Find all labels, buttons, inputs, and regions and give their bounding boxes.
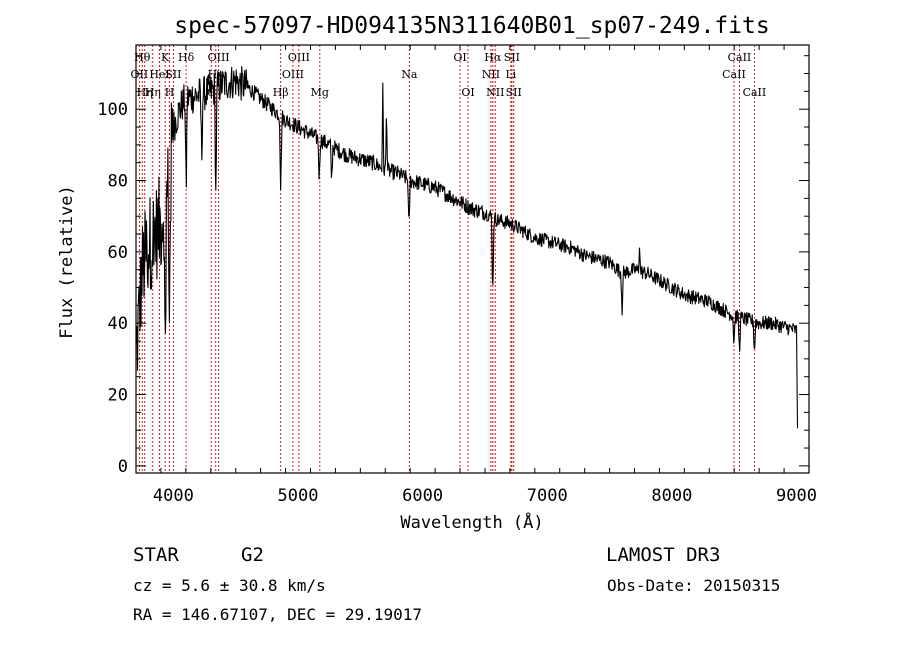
spectral-line-label: Hη xyxy=(137,86,153,99)
spectral-line-label: G xyxy=(207,86,216,99)
spectral-line-label: SII xyxy=(506,86,522,99)
spectral-line-label: Hβ xyxy=(273,86,289,99)
x-tick-label: 7000 xyxy=(527,486,568,506)
spectral-line-label: OI xyxy=(453,51,466,64)
x-tick-label: 8000 xyxy=(651,486,692,506)
x-tick-label: 4000 xyxy=(153,486,194,506)
spectral-line-label: Li xyxy=(505,68,516,81)
spectral-line-label: Mg xyxy=(311,86,329,99)
spectral-line-label: OIII xyxy=(288,51,310,64)
spectral-line-label: OI xyxy=(461,86,474,99)
y-tick-label: 20 xyxy=(108,386,128,406)
spectral-line-label: Hδ xyxy=(178,51,195,64)
spectral-line-label: K xyxy=(161,51,170,64)
coordinates-text: RA = 146.67107, DEC = 29.19017 xyxy=(133,605,422,624)
y-tick-label: 80 xyxy=(108,172,128,192)
plot-frame xyxy=(135,44,810,474)
spectral-line-label: OIII xyxy=(282,68,304,81)
x-tick-label: 6000 xyxy=(402,486,443,506)
y-tick-label: 100 xyxy=(97,100,128,120)
spectral-line-label: Hθ xyxy=(134,51,151,64)
spectral-line-label: Hη xyxy=(145,86,161,99)
spectral-line-label: CaII xyxy=(728,51,752,64)
redshift-text: cz = 5.6 ± 30.8 km/s xyxy=(133,576,326,595)
x-axis-label: Wavelength (Å) xyxy=(400,511,543,533)
spectral-line-label: CaII xyxy=(743,86,767,99)
spectral-line-label: Hα xyxy=(484,51,502,64)
x-axis-ticks: 4000 5000 6000 7000 8000 9000 xyxy=(135,45,817,506)
spectrum-line xyxy=(135,66,799,429)
spectral-line-label: NII xyxy=(486,86,504,99)
y-axis-ticks: 0 20 40 60 80 100 xyxy=(97,55,809,477)
obs-date-text: Obs-Date: 20150315 xyxy=(607,576,780,595)
x-tick-label: 9000 xyxy=(776,486,817,506)
spectral-line-label: NII xyxy=(482,68,500,81)
spectral-line-label: H xyxy=(165,86,175,99)
x-tick-label: 5000 xyxy=(278,486,319,506)
object-subclass: G2 xyxy=(241,544,264,566)
spectral-line-label: SII xyxy=(504,51,520,64)
spectral-line-markers xyxy=(138,45,755,473)
spectral-line-label: SII xyxy=(165,68,181,81)
object-class: STAR xyxy=(133,544,179,566)
survey-name: LAMOST DR3 xyxy=(606,544,720,566)
spectral-line-label: OII xyxy=(131,68,149,81)
y-tick-label: 40 xyxy=(108,314,128,334)
chart-title: spec-57097-HD094135N311640B01_sp07-249.f… xyxy=(174,13,769,39)
spectral-line-label: Hγ xyxy=(208,68,225,81)
y-tick-label: 60 xyxy=(108,243,128,263)
spectral-line-label: OIII xyxy=(208,51,230,64)
spectral-line-label: CaII xyxy=(722,68,746,81)
spectral-line-label: HeI xyxy=(149,68,169,81)
y-axis-label: Flux (relative) xyxy=(57,185,77,339)
y-tick-label: 0 xyxy=(118,457,128,477)
spectral-line-label: Na xyxy=(401,68,418,81)
